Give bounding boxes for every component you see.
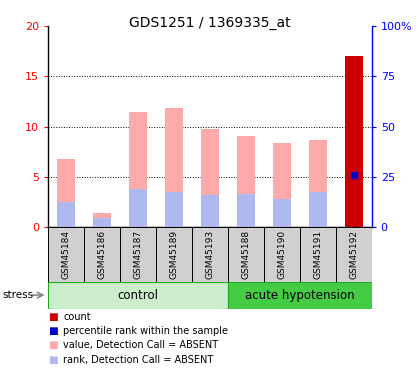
Bar <box>201 195 219 227</box>
Bar <box>129 189 147 227</box>
Text: GSM45184: GSM45184 <box>62 230 71 279</box>
Bar <box>93 213 111 227</box>
Bar <box>57 159 75 227</box>
Text: ■: ■ <box>48 355 58 364</box>
Bar <box>345 56 363 227</box>
Bar <box>309 140 327 227</box>
Bar <box>336 227 372 283</box>
Bar <box>165 108 183 227</box>
Bar <box>165 192 183 227</box>
Bar <box>345 175 363 227</box>
Text: GSM45190: GSM45190 <box>277 230 286 279</box>
Text: value, Detection Call = ABSENT: value, Detection Call = ABSENT <box>63 340 218 350</box>
Text: ■: ■ <box>48 312 58 322</box>
Bar <box>84 227 120 283</box>
Text: stress: stress <box>2 290 33 300</box>
Text: ■: ■ <box>48 340 58 350</box>
Text: count: count <box>63 312 91 322</box>
Bar <box>264 227 300 283</box>
Text: GSM45192: GSM45192 <box>349 230 358 279</box>
Bar <box>57 202 75 227</box>
Text: GSM45188: GSM45188 <box>241 230 250 279</box>
Text: percentile rank within the sample: percentile rank within the sample <box>63 326 228 336</box>
Text: GSM45193: GSM45193 <box>205 230 215 279</box>
Bar <box>237 194 255 227</box>
Text: GSM45191: GSM45191 <box>313 230 322 279</box>
Bar <box>273 142 291 227</box>
Bar <box>48 227 84 283</box>
Text: acute hypotension: acute hypotension <box>245 290 354 302</box>
Bar <box>201 129 219 227</box>
Bar <box>300 227 336 283</box>
Bar <box>129 111 147 227</box>
Text: GSM45187: GSM45187 <box>134 230 143 279</box>
Bar <box>345 56 363 227</box>
Bar <box>93 218 111 227</box>
Bar <box>228 282 372 309</box>
Text: GSM45189: GSM45189 <box>170 230 178 279</box>
Bar <box>156 227 192 283</box>
Bar <box>120 227 156 283</box>
Bar <box>237 136 255 227</box>
Bar <box>192 227 228 283</box>
Text: rank, Detection Call = ABSENT: rank, Detection Call = ABSENT <box>63 355 213 364</box>
Bar <box>273 199 291 227</box>
Text: GSM45186: GSM45186 <box>98 230 107 279</box>
Text: control: control <box>118 290 159 302</box>
Bar <box>309 192 327 227</box>
Text: ■: ■ <box>48 326 58 336</box>
Bar <box>48 282 228 309</box>
Text: GDS1251 / 1369335_at: GDS1251 / 1369335_at <box>129 16 291 30</box>
Bar <box>228 227 264 283</box>
